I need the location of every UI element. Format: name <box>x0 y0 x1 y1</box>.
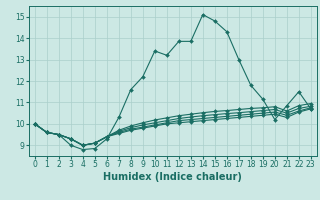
X-axis label: Humidex (Indice chaleur): Humidex (Indice chaleur) <box>103 172 242 182</box>
